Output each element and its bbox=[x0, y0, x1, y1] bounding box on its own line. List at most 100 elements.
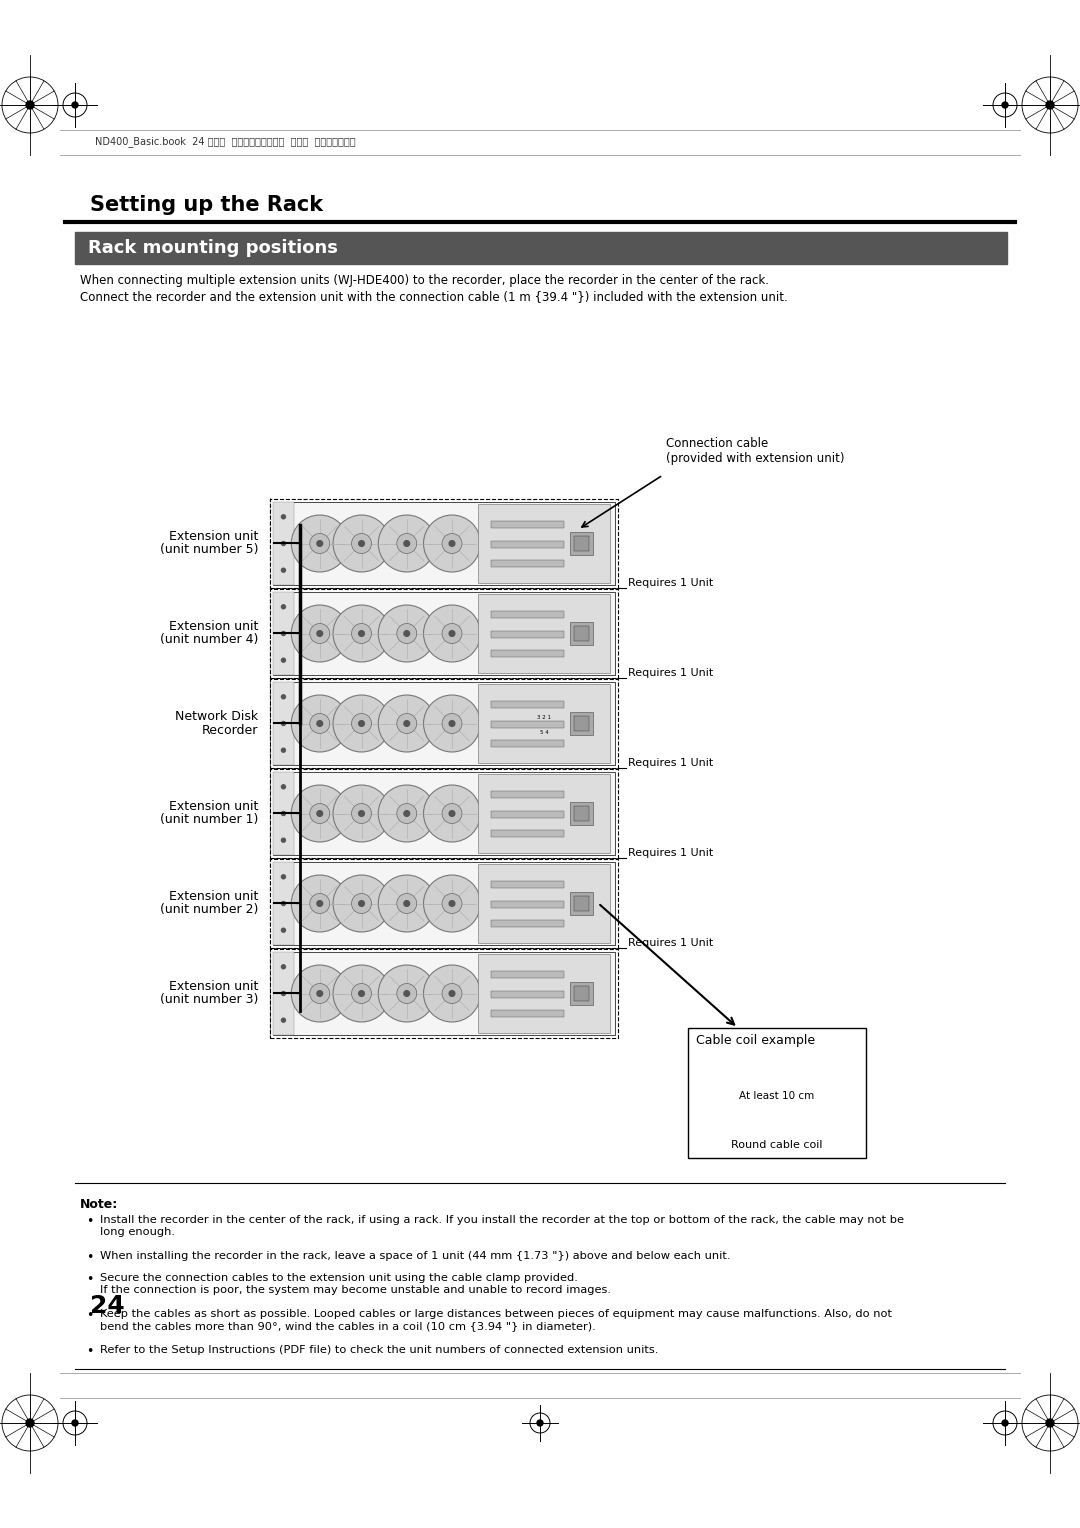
Circle shape bbox=[282, 515, 285, 520]
Bar bbox=[573, 625, 590, 642]
Text: Extension unit: Extension unit bbox=[168, 979, 258, 993]
Bar bbox=[477, 504, 610, 584]
Circle shape bbox=[359, 541, 364, 547]
Circle shape bbox=[442, 894, 462, 914]
Text: (unit number 5): (unit number 5) bbox=[160, 544, 258, 556]
Circle shape bbox=[316, 811, 323, 816]
Circle shape bbox=[316, 900, 323, 906]
Circle shape bbox=[292, 605, 348, 662]
Bar bbox=[477, 863, 610, 943]
Text: (unit number 3): (unit number 3) bbox=[160, 993, 258, 1007]
Bar bbox=[570, 892, 593, 915]
Circle shape bbox=[282, 1018, 285, 1022]
Circle shape bbox=[292, 966, 348, 1022]
Circle shape bbox=[72, 1420, 78, 1426]
Circle shape bbox=[282, 876, 285, 879]
Circle shape bbox=[333, 876, 390, 932]
Circle shape bbox=[352, 714, 372, 733]
Text: When connecting multiple extension units (WJ-HDE400) to the recorder, place the : When connecting multiple extension units… bbox=[80, 274, 769, 287]
Bar bbox=[273, 681, 615, 766]
Bar bbox=[273, 591, 615, 675]
Text: •: • bbox=[86, 1345, 93, 1358]
Bar bbox=[477, 685, 610, 762]
Circle shape bbox=[352, 984, 372, 1004]
Bar bbox=[491, 541, 564, 547]
Bar bbox=[270, 769, 618, 859]
Bar bbox=[491, 830, 564, 837]
Circle shape bbox=[537, 1420, 543, 1426]
Text: •: • bbox=[86, 1309, 93, 1322]
Circle shape bbox=[72, 102, 78, 108]
Text: •: • bbox=[86, 1251, 93, 1264]
Bar bbox=[491, 990, 564, 998]
Circle shape bbox=[442, 623, 462, 643]
Bar bbox=[273, 952, 294, 1034]
Circle shape bbox=[378, 605, 435, 662]
Bar bbox=[570, 983, 593, 1004]
Bar bbox=[273, 681, 294, 766]
Circle shape bbox=[282, 749, 285, 752]
Bar bbox=[491, 810, 564, 817]
Circle shape bbox=[282, 659, 285, 662]
Bar bbox=[477, 953, 610, 1033]
Circle shape bbox=[404, 631, 409, 636]
Circle shape bbox=[449, 900, 455, 906]
Circle shape bbox=[449, 990, 455, 996]
Circle shape bbox=[333, 966, 390, 1022]
Circle shape bbox=[292, 785, 348, 842]
Bar bbox=[75, 232, 1007, 264]
Circle shape bbox=[352, 623, 372, 643]
Circle shape bbox=[423, 966, 481, 1022]
Circle shape bbox=[310, 984, 329, 1004]
Circle shape bbox=[442, 984, 462, 1004]
Circle shape bbox=[282, 902, 285, 906]
Text: Keep the cables as short as possible. Looped cables or large distances between p: Keep the cables as short as possible. Lo… bbox=[100, 1309, 892, 1331]
Circle shape bbox=[26, 101, 33, 108]
Circle shape bbox=[282, 695, 285, 698]
Circle shape bbox=[316, 990, 323, 996]
Circle shape bbox=[404, 721, 409, 726]
Bar bbox=[270, 949, 618, 1038]
Bar bbox=[491, 701, 564, 707]
Circle shape bbox=[1047, 1420, 1054, 1427]
Text: (unit number 2): (unit number 2) bbox=[160, 903, 258, 917]
Circle shape bbox=[333, 515, 390, 571]
Circle shape bbox=[359, 631, 364, 636]
Circle shape bbox=[359, 900, 364, 906]
Circle shape bbox=[423, 785, 481, 842]
Bar bbox=[570, 622, 593, 645]
Text: Requires 1 Unit: Requires 1 Unit bbox=[627, 938, 713, 947]
Circle shape bbox=[282, 811, 285, 816]
Text: Connection cable
(provided with extension unit): Connection cable (provided with extensio… bbox=[666, 437, 845, 465]
Text: ND400_Basic.book  24 ページ  ２００８年４月８日  火曜日  午後３時５９分: ND400_Basic.book 24 ページ ２００８年４月８日 火曜日 午後… bbox=[95, 136, 355, 148]
Circle shape bbox=[378, 785, 435, 842]
Text: Network Disk: Network Disk bbox=[175, 709, 258, 723]
Circle shape bbox=[316, 541, 323, 547]
Bar bbox=[491, 920, 564, 927]
Text: Round cable coil: Round cable coil bbox=[731, 1140, 823, 1151]
Circle shape bbox=[316, 721, 323, 726]
Text: Requires 1 Unit: Requires 1 Unit bbox=[627, 848, 713, 859]
Text: (unit number 4): (unit number 4) bbox=[160, 634, 258, 646]
Bar bbox=[270, 588, 618, 678]
Circle shape bbox=[359, 811, 364, 816]
Bar bbox=[570, 532, 593, 555]
Bar bbox=[491, 740, 564, 747]
Bar bbox=[477, 594, 610, 672]
Bar bbox=[273, 952, 615, 1034]
Circle shape bbox=[310, 533, 329, 553]
Bar bbox=[491, 521, 564, 527]
Circle shape bbox=[282, 839, 285, 842]
Bar bbox=[491, 631, 564, 637]
Circle shape bbox=[310, 623, 329, 643]
Circle shape bbox=[449, 541, 455, 547]
Text: Note:: Note: bbox=[80, 1198, 118, 1212]
Circle shape bbox=[396, 533, 417, 553]
Circle shape bbox=[423, 695, 481, 752]
Text: Requires 1 Unit: Requires 1 Unit bbox=[627, 668, 713, 678]
Text: 5 4: 5 4 bbox=[540, 729, 549, 735]
Bar bbox=[273, 862, 615, 944]
Circle shape bbox=[378, 966, 435, 1022]
Text: Secure the connection cables to the extension unit using the cable clamp provide: Secure the connection cables to the exte… bbox=[100, 1273, 611, 1294]
Bar bbox=[273, 862, 294, 944]
